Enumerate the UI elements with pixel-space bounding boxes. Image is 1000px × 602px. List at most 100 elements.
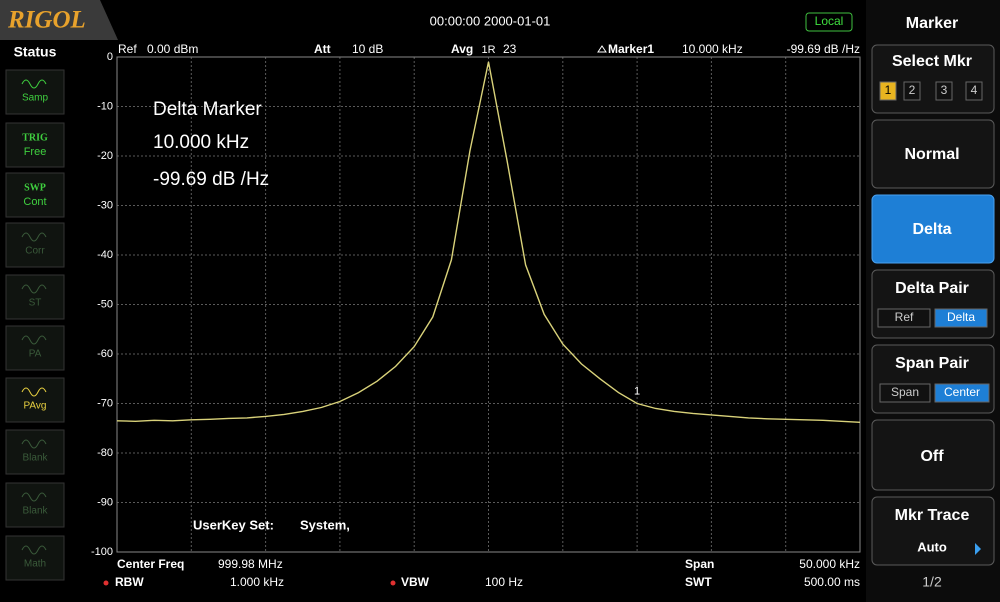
marker-freq: 10.000 kHz — [682, 42, 743, 56]
menu-option[interactable] — [965, 81, 983, 101]
menu-option[interactable] — [934, 308, 988, 328]
normal-button[interactable] — [871, 119, 995, 189]
off-button[interactable] — [871, 419, 995, 491]
brand: RIGOL — [7, 7, 86, 34]
vbw-label: VBW — [401, 575, 430, 589]
menu-option-label[interactable]: Delta — [947, 310, 975, 324]
ref-label: Ref — [118, 42, 137, 56]
avg-value: 23 — [503, 42, 517, 56]
status-icon — [21, 439, 47, 449]
center-value: 999.98 MHz — [218, 557, 283, 571]
annotation-freq: 10.000 kHz — [153, 132, 249, 153]
status-icon — [21, 284, 47, 294]
logo-backdrop — [0, 0, 118, 40]
menu-option-label[interactable]: Center — [944, 385, 980, 399]
status-item: Math — [24, 559, 46, 570]
delta-button[interactable] — [871, 194, 995, 264]
y-tick-label: -100 — [91, 546, 113, 558]
delta-pair-label[interactable]: Delta Pair — [895, 280, 969, 297]
userkey-value: System, — [300, 517, 350, 532]
status-box — [5, 222, 65, 268]
status-box — [5, 325, 65, 371]
marker-level: -99.69 dB /Hz — [787, 42, 860, 56]
annotation-level: -99.69 dB /Hz — [153, 169, 269, 190]
menu-title: Marker — [906, 15, 958, 32]
marker-label: 1 — [634, 385, 640, 397]
status-icon — [21, 79, 47, 89]
y-tick-label: -10 — [97, 100, 113, 112]
menu-option-label[interactable]: 4 — [971, 83, 978, 97]
mkr-trace-label[interactable]: Mkr Trace — [895, 507, 970, 524]
menu-option[interactable] — [879, 383, 931, 403]
menu-option[interactable] — [903, 81, 921, 101]
span-label: Span — [685, 557, 714, 571]
status-box — [5, 69, 65, 115]
status-box — [5, 377, 65, 423]
userkey-label: UserKey Set: — [193, 517, 274, 532]
trace — [116, 61, 861, 423]
status-icon — [21, 232, 47, 242]
y-tick-label: -60 — [97, 348, 113, 360]
mode-box — [805, 12, 853, 32]
arrow-icon — [975, 543, 981, 555]
status-item: Blank — [22, 506, 48, 517]
status-box — [5, 482, 65, 528]
ref-value: 0.00 dBm — [147, 42, 198, 56]
rbw-value: 1.000 kHz — [230, 575, 284, 589]
rbw-label: RBW — [115, 575, 144, 589]
status-box — [5, 535, 65, 581]
marker-icon — [597, 45, 607, 53]
att-value: 10 dB — [352, 42, 383, 56]
off-label[interactable]: Off — [920, 448, 944, 465]
y-tick-label: -70 — [97, 397, 113, 409]
page-indicator[interactable]: 1/2 — [922, 574, 942, 590]
status-box — [5, 429, 65, 475]
status-icon — [21, 335, 47, 345]
swt-value: 500.00 ms — [804, 575, 860, 589]
menu-option[interactable] — [934, 383, 990, 403]
menu-option[interactable] — [879, 81, 897, 101]
status-item: Blank — [22, 453, 48, 464]
status-item: PAvg — [24, 401, 47, 412]
marker-label: 1R — [481, 44, 495, 56]
y-tick-label: -80 — [97, 447, 113, 459]
menu-option-label[interactable]: Span — [891, 385, 919, 399]
vbw-dot — [390, 580, 396, 586]
status-box — [5, 122, 65, 168]
span-value: 50.000 kHz — [799, 557, 860, 571]
avg-label: Avg — [451, 42, 473, 56]
delta-label[interactable]: Delta — [912, 221, 951, 238]
span-pair-label[interactable]: Span Pair — [895, 355, 969, 372]
rbw-dot — [103, 580, 109, 586]
menu-option-label[interactable]: 2 — [909, 83, 916, 97]
swt-label: SWT — [685, 575, 712, 589]
status-item: PA — [29, 349, 42, 360]
mkr-trace-button[interactable] — [871, 496, 995, 566]
status-title: Status — [14, 44, 57, 60]
status-icon — [21, 492, 47, 502]
mkr-trace-value[interactable]: Auto — [917, 539, 947, 554]
menu-option[interactable] — [877, 308, 931, 328]
menu-option-label[interactable]: Ref — [895, 310, 914, 324]
status-item: Cont — [23, 196, 46, 208]
y-tick-label: 0 — [107, 51, 113, 63]
center-label: Center Freq — [117, 557, 184, 571]
plot-frame — [116, 56, 861, 553]
status-item: ST — [29, 298, 42, 309]
select-mkr-button[interactable] — [871, 44, 995, 114]
select-mkr-label[interactable]: Select Mkr — [892, 53, 972, 70]
vbw-value: 100 Hz — [485, 575, 523, 589]
y-tick-label: -30 — [97, 199, 113, 211]
att-label: Att — [314, 42, 331, 56]
status-item: TRIG — [22, 132, 48, 143]
annotation-title: Delta Marker — [153, 99, 262, 120]
menu-option[interactable] — [935, 81, 953, 101]
status-icon — [21, 387, 47, 397]
menu-option-label[interactable]: 1 — [885, 83, 892, 97]
menu-option-label[interactable]: 3 — [941, 83, 948, 97]
normal-label[interactable]: Normal — [904, 146, 959, 163]
status-box — [5, 274, 65, 320]
status-item: Samp — [22, 93, 49, 104]
